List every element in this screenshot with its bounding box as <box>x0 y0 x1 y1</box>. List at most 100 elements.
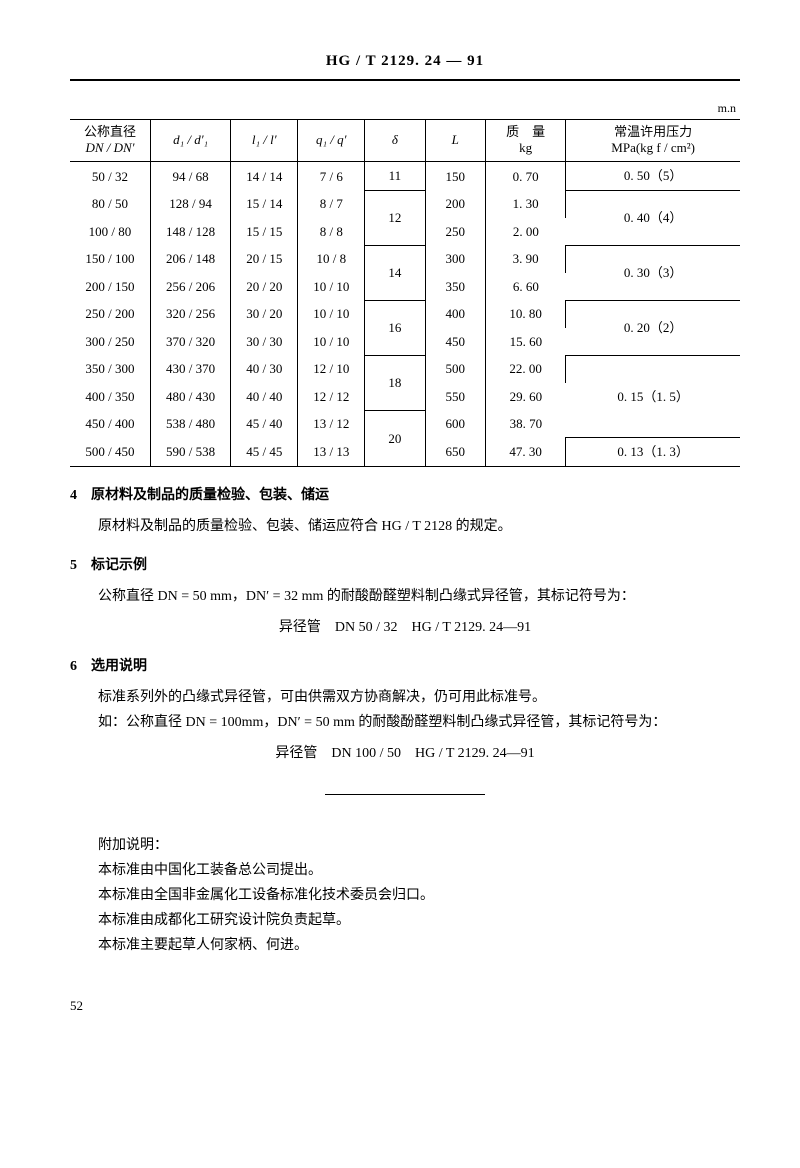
col-pressure: 常温许用压力MPa(kg f / cm²) <box>566 119 740 162</box>
table-cell: 14 <box>365 245 425 300</box>
table-cell: 150 <box>425 162 485 191</box>
table-cell: 47. 30 <box>485 438 565 467</box>
table-cell: 500 <box>425 355 485 383</box>
table-cell: 350 / 300 <box>70 355 150 383</box>
section-5-body: 公称直径 DN = 50 mm，DN′ = 32 mm 的耐酸酚醛塑料制凸缘式异… <box>98 586 740 607</box>
table-cell: 38. 70 <box>485 410 565 438</box>
table-cell: 206 / 148 <box>150 245 230 273</box>
table-cell: 450 / 400 <box>70 410 150 438</box>
table-cell: 200 <box>425 190 485 218</box>
section-5-mark: 异径管 DN 50 / 32 HG / T 2129. 24—91 <box>70 617 740 638</box>
document-code: HG / T 2129. 24 — 91 <box>70 50 740 73</box>
table-cell: 14 / 14 <box>231 162 298 191</box>
table-cell: 400 <box>425 300 485 328</box>
table-cell: 0. 40（4） <box>566 190 740 245</box>
header-rule <box>70 79 740 81</box>
table-cell: 12 <box>365 190 425 245</box>
table-cell: 430 / 370 <box>150 355 230 383</box>
table-cell: 480 / 430 <box>150 383 230 411</box>
table-cell: 15 / 15 <box>231 218 298 246</box>
table-cell: 50 / 32 <box>70 162 150 191</box>
section-6-mark: 异径管 DN 100 / 50 HG / T 2129. 24—91 <box>70 743 740 764</box>
table-cell: 10 / 8 <box>298 245 365 273</box>
col-L: L <box>425 119 485 162</box>
table-cell: 300 / 250 <box>70 328 150 356</box>
table-cell: 256 / 206 <box>150 273 230 301</box>
table-cell: 40 / 30 <box>231 355 298 383</box>
table-cell: 350 <box>425 273 485 301</box>
table-cell: 128 / 94 <box>150 190 230 218</box>
table-cell: 400 / 350 <box>70 383 150 411</box>
table-cell: 250 / 200 <box>70 300 150 328</box>
table-cell: 6. 60 <box>485 273 565 301</box>
table-cell: 300 <box>425 245 485 273</box>
table-cell: 10 / 10 <box>298 300 365 328</box>
table-cell: 320 / 256 <box>150 300 230 328</box>
table-cell: 0. 20（2） <box>566 300 740 355</box>
appendix-line: 本标准由全国非金属化工设备标准化技术委员会归口。 <box>98 885 726 906</box>
col-delta: δ <box>365 119 425 162</box>
table-cell: 148 / 128 <box>150 218 230 246</box>
table-cell: 20 <box>365 410 425 466</box>
section-4-head: 4 原材料及制品的质量检验、包装、储运 <box>70 485 740 506</box>
table-cell: 10 / 10 <box>298 328 365 356</box>
unit-label: m.n <box>70 99 740 117</box>
table-cell: 15 / 14 <box>231 190 298 218</box>
table-cell: 22. 00 <box>485 355 565 383</box>
table-cell: 200 / 150 <box>70 273 150 301</box>
table-cell: 30 / 20 <box>231 300 298 328</box>
col-dn: 公称直径DN / DN' <box>70 119 150 162</box>
table-cell: 10 / 10 <box>298 273 365 301</box>
table-cell: 12 / 12 <box>298 383 365 411</box>
table-cell: 590 / 538 <box>150 438 230 467</box>
table-cell: 13 / 12 <box>298 410 365 438</box>
table-cell: 13 / 13 <box>298 438 365 467</box>
table-cell: 15. 60 <box>485 328 565 356</box>
table-cell: 3. 90 <box>485 245 565 273</box>
col-q: q₁ / q′ <box>298 119 365 162</box>
table-cell: 150 / 100 <box>70 245 150 273</box>
table-cell: 40 / 40 <box>231 383 298 411</box>
appendix-line: 本标准主要起草人何家柄、何进。 <box>98 935 726 956</box>
section-4-body: 原材料及制品的质量检验、包装、储运应符合 HG / T 2128 的规定。 <box>98 516 740 537</box>
separator-rule <box>325 794 485 795</box>
table-cell: 450 <box>425 328 485 356</box>
table-cell: 0. 30（3） <box>566 245 740 300</box>
table-cell: 550 <box>425 383 485 411</box>
table-cell: 10. 80 <box>485 300 565 328</box>
table-cell: 8 / 8 <box>298 218 365 246</box>
table-cell: 2. 00 <box>485 218 565 246</box>
appendix-line: 本标准由成都化工研究设计院负责起草。 <box>98 910 726 931</box>
section-5-head: 5 标记示例 <box>70 555 740 576</box>
section-6-body-1: 标准系列外的凸缘式异径管，可由供需双方协商解决，仍可用此标准号。 <box>98 687 740 708</box>
table-cell: 45 / 45 <box>231 438 298 467</box>
page-number: 52 <box>70 996 740 1016</box>
table-cell: 500 / 450 <box>70 438 150 467</box>
spec-table: 公称直径DN / DN' d₁ / d′₁ l₁ / l′ q₁ / q′ δ … <box>70 119 740 467</box>
table-cell: 0. 70 <box>485 162 565 191</box>
table-cell: 16 <box>365 300 425 355</box>
section-6-head: 6 选用说明 <box>70 656 740 677</box>
table-cell: 250 <box>425 218 485 246</box>
table-cell: 0. 15（1. 5） <box>566 355 740 438</box>
appendix: 附加说明： 本标准由中国化工装备总公司提出。 本标准由全国非金属化工设备标准化技… <box>98 835 726 956</box>
table-cell: 30 / 30 <box>231 328 298 356</box>
section-6-body-2: 如：公称直径 DN = 100mm，DN′ = 50 mm 的耐酸酚醛塑料制凸缘… <box>98 712 740 733</box>
table-cell: 100 / 80 <box>70 218 150 246</box>
table-cell: 538 / 480 <box>150 410 230 438</box>
table-cell: 600 <box>425 410 485 438</box>
table-cell: 8 / 7 <box>298 190 365 218</box>
table-cell: 0. 50（5） <box>566 162 740 191</box>
table-cell: 7 / 6 <box>298 162 365 191</box>
col-d: d₁ / d′₁ <box>150 119 230 162</box>
table-cell: 370 / 320 <box>150 328 230 356</box>
table-cell: 45 / 40 <box>231 410 298 438</box>
table-cell: 18 <box>365 355 425 410</box>
appendix-line: 本标准由中国化工装备总公司提出。 <box>98 860 726 881</box>
table-cell: 29. 60 <box>485 383 565 411</box>
table-cell: 650 <box>425 438 485 467</box>
table-cell: 80 / 50 <box>70 190 150 218</box>
table-cell: 0. 13（1. 3） <box>566 438 740 467</box>
table-cell: 20 / 15 <box>231 245 298 273</box>
table-cell: 11 <box>365 162 425 191</box>
